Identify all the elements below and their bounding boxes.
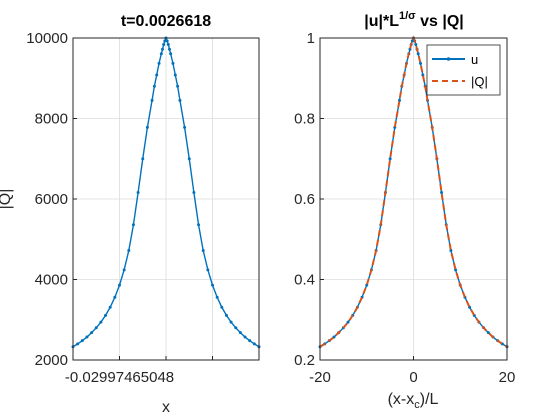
right-ticks: -20 0 20 0.2 0.4 0.6 0.8 1 (294, 30, 515, 386)
left-data-point (136, 191, 140, 195)
left-y-tick-label: 8000 (35, 111, 68, 128)
left-data-point (161, 47, 165, 51)
legend-label-q: |Q| (471, 74, 488, 89)
right-data-point-u (346, 320, 350, 324)
right-xlabel-rest: )/L (420, 391, 439, 408)
left-data-point (224, 313, 228, 317)
left-data-point (171, 61, 175, 65)
left-data-point (215, 295, 219, 299)
left-data-point (248, 339, 252, 343)
left-data-point (127, 249, 131, 253)
left-data-point (220, 305, 224, 309)
left-data-point (201, 249, 205, 253)
left-data-point (197, 223, 201, 227)
left-data-point (155, 73, 159, 77)
left-data-point (157, 61, 161, 65)
left-data-point (166, 42, 170, 46)
legend-label-u: u (471, 52, 478, 67)
right-chart-title: |u|*L1/σ vs |Q| (364, 10, 464, 30)
left-data-point (131, 223, 135, 227)
left-data-point (80, 339, 84, 343)
left-data-point (122, 268, 126, 272)
right-data-point-u (419, 61, 423, 65)
left-y-tick-label: 2000 (35, 352, 68, 369)
left-data-point (145, 125, 149, 129)
left-data-point (167, 47, 171, 51)
right-data-point-u (486, 331, 490, 335)
right-data-point-u (454, 268, 458, 272)
right-data-point-u (397, 98, 401, 102)
left-data-point (173, 73, 177, 77)
left-data-point (234, 326, 238, 330)
left-data-point (90, 331, 94, 335)
left-chart-title: t=0.0026618 (121, 13, 211, 30)
left-data-point (99, 320, 103, 324)
left-data-point (252, 342, 256, 346)
left-data-point (152, 84, 156, 88)
right-x-tick-label: 0 (409, 369, 417, 386)
left-data-point (162, 42, 166, 46)
left-data-point (94, 326, 98, 330)
right-y-tick-label: 1 (307, 30, 315, 47)
right-y-tick-label: 0.8 (294, 111, 315, 128)
right-y-tick-label: 0.4 (294, 272, 315, 289)
right-data-point-u (416, 52, 420, 56)
left-y-tick-label: 6000 (35, 191, 68, 208)
left-data-point (163, 39, 167, 43)
left-data-point (211, 283, 214, 287)
left-y-tick-label: 10000 (26, 30, 68, 47)
left-data-point (104, 313, 108, 317)
right-xlabel-main: (x-x (388, 391, 415, 408)
right-xlabel-subscript: c (414, 399, 420, 411)
left-data-point (178, 98, 182, 102)
left-data-point (192, 191, 196, 195)
legend-box (426, 44, 501, 96)
left-data-point (238, 331, 242, 335)
right-data-point-u (388, 157, 392, 161)
left-data-point (141, 157, 145, 161)
left-data-point (165, 39, 169, 43)
right-y-tick-label: 0.6 (294, 191, 315, 208)
left-x-axis-label: x (162, 399, 170, 416)
left-data-point (118, 283, 121, 287)
left-data-point (176, 84, 180, 88)
left-y-tick-label: 4000 (35, 272, 68, 289)
left-data-point (229, 320, 233, 324)
right-data-point-u (414, 42, 418, 46)
left-y-axis-label: |Q| (0, 189, 14, 210)
right-x-axis-label: (x-xc)/L (388, 391, 439, 411)
right-x-tick-label: -20 (309, 369, 331, 386)
right-data-point-u (410, 39, 414, 43)
left-data-point (206, 268, 210, 272)
right-y-tick-label: 0.2 (294, 352, 315, 369)
right-data-point-u (449, 249, 453, 253)
right-title-superscript: 1/σ (399, 10, 416, 22)
right-title-main: |u|*L (364, 13, 399, 30)
left-data-point (113, 295, 117, 299)
left-data-point (243, 335, 247, 339)
left-data-point (183, 125, 187, 129)
right-title-rest: vs |Q| (416, 13, 464, 30)
legend-marker-u (446, 57, 451, 61)
left-data-point (150, 98, 154, 102)
right-data-point-u (440, 191, 444, 195)
left-x-tick-label: -0.02997465048 (65, 369, 174, 386)
legend: u |Q| (426, 44, 501, 96)
left-data-point (169, 52, 173, 56)
left-data-point (187, 157, 191, 161)
left-data-point (76, 342, 80, 346)
left-data-point (108, 305, 112, 309)
right-axes: -20 0 20 0.2 0.4 0.6 0.8 1 |u|*L1/σ vs |Q| (x-x… (294, 10, 515, 411)
left-data-point (159, 52, 163, 56)
right-x-tick-label: 20 (499, 369, 516, 386)
left-data-point (85, 335, 89, 339)
